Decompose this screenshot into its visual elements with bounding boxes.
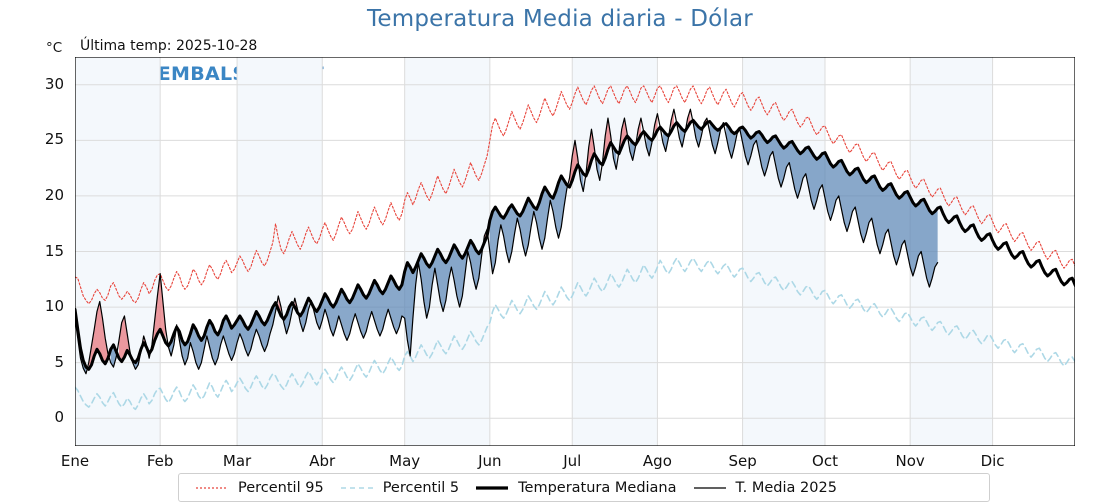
- x-tick-label-dic: Dic: [980, 452, 1005, 470]
- fill-polygon: [585, 129, 595, 176]
- fill-polygon: [709, 121, 721, 154]
- last-temp-label: Última temp: 2025-10-28: [80, 38, 258, 54]
- chart-svg: [75, 57, 1075, 446]
- y-tick-label-6: 30: [44, 74, 64, 93]
- percentil-95-line: [75, 85, 1075, 305]
- y-tick-label-2: 10: [44, 297, 64, 316]
- legend-label: T. Media 2025: [735, 479, 837, 496]
- x-tick-label-feb: Feb: [146, 452, 174, 470]
- chart-legend: Percentil 95 Percentil 5 Temperatura Media…: [178, 473, 990, 502]
- y-tick-label-4: 20: [44, 185, 64, 204]
- x-tick-label-mar: Mar: [222, 452, 252, 470]
- plot-area: [75, 57, 1075, 446]
- page-title: Temperatura Media diaria - Dólar: [367, 6, 753, 32]
- fill-polygon: [569, 140, 578, 188]
- x-tick-label-sep: Sep: [728, 452, 757, 470]
- fill-polygon: [132, 349, 141, 370]
- fill-polygon: [693, 120, 702, 148]
- above-median-fill: [88, 109, 707, 370]
- y-tick-label-5: 25: [44, 130, 64, 149]
- fill-polygon: [314, 240, 482, 356]
- legend-item-3[interactable]: T. Media 2025: [677, 474, 837, 501]
- y-tick-label-3: 15: [44, 241, 64, 260]
- x-tick-label-ene: Ene: [60, 452, 90, 470]
- legend-item-0[interactable]: Percentil 95: [179, 474, 324, 501]
- y-tick-label-0: 0: [54, 408, 64, 427]
- y-tick-label-1: 5: [54, 352, 64, 371]
- x-tick-label-jul: Jul: [563, 452, 582, 470]
- legend-label: Temperatura Mediana: [518, 479, 677, 496]
- x-tick-label-may: May: [389, 452, 421, 470]
- legend-item-2[interactable]: Temperatura Mediana: [459, 474, 677, 501]
- fill-polygon: [283, 302, 293, 334]
- legend-swatch-icon: [340, 486, 373, 489]
- median-line: [75, 118, 1075, 371]
- legend-swatch-icon: [196, 486, 228, 489]
- legend-label: Percentil 5: [382, 479, 460, 496]
- fill-polygon: [179, 302, 276, 370]
- legend-swatch-icon: [693, 486, 726, 489]
- legend-label: Percentil 95: [238, 479, 324, 496]
- year-2025-line: [75, 108, 939, 375]
- y-axis-unit-label: °C: [46, 40, 63, 56]
- x-tick-label-abr: Abr: [309, 452, 336, 470]
- x-tick-label-ago: Ago: [642, 452, 672, 470]
- x-tick-label-jun: Jun: [478, 452, 502, 470]
- x-tick-label-nov: Nov: [895, 452, 925, 470]
- fill-polygon: [602, 118, 611, 165]
- legend-item-1[interactable]: Percentil 5: [324, 474, 459, 501]
- fill-polygon: [726, 123, 938, 288]
- percentil-5-line: [75, 257, 1075, 411]
- x-tick-label-oct: Oct: [812, 452, 838, 470]
- legend-swatch-icon: [476, 485, 509, 490]
- fill-polygon: [489, 175, 567, 274]
- fill-polygon: [88, 301, 108, 370]
